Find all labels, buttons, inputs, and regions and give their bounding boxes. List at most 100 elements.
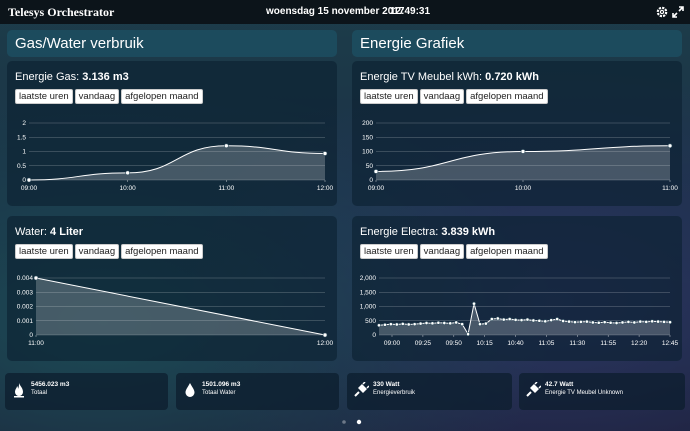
data-point[interactable] <box>668 320 672 325</box>
data-point[interactable] <box>579 319 583 324</box>
data-point[interactable] <box>472 301 476 306</box>
data-point[interactable] <box>561 319 566 323</box>
data-point[interactable] <box>567 319 571 324</box>
data-point[interactable] <box>400 321 405 326</box>
series-area <box>379 303 670 335</box>
gear-icon[interactable] <box>655 5 669 19</box>
data-point[interactable] <box>224 143 229 149</box>
range-button-recent[interactable]: laatste uren <box>360 89 418 104</box>
tile-value: 42.7 Watt <box>545 381 574 388</box>
data-point[interactable] <box>125 170 130 176</box>
water-chart: 0 0.001 0.002 0.003 0.004 11:00 12:00 <box>17 275 334 347</box>
x-tick-label: 12:45 <box>662 340 679 347</box>
y-tick-label: 50 <box>366 163 374 170</box>
data-point[interactable] <box>596 320 601 325</box>
data-point[interactable] <box>33 275 39 281</box>
tile-label: Energie TV Meubel Unknown <box>545 390 623 396</box>
data-point[interactable] <box>394 322 399 327</box>
range-button-recent[interactable]: laatste uren <box>15 244 73 259</box>
data-point[interactable] <box>418 321 423 326</box>
data-point[interactable] <box>373 169 379 174</box>
tile-tv-meubel[interactable]: 42.7 Watt Energie TV Meubel Unknown <box>519 373 685 410</box>
data-point[interactable] <box>537 318 542 323</box>
data-point[interactable] <box>436 320 441 325</box>
data-point[interactable] <box>377 323 381 328</box>
panel-water: Water: 4 Liter laatste uren vandaag afgelo… <box>7 216 337 361</box>
y-tick-label: 0 <box>22 177 26 184</box>
data-point[interactable] <box>388 322 393 327</box>
data-point[interactable] <box>667 143 673 149</box>
data-point[interactable] <box>620 320 625 325</box>
data-point[interactable] <box>322 151 328 156</box>
range-button-recent[interactable]: laatste uren <box>15 89 73 104</box>
data-point[interactable] <box>584 319 589 324</box>
gas-chart: 0 0.5 1 1.5 2 09:00 10:00 11:00 12:00 <box>17 120 334 192</box>
electra-chart: 0 500 1,000 1,500 2,000 09:00 09:25 09:50 10:15 1… <box>360 275 679 347</box>
data-point[interactable] <box>656 319 661 324</box>
data-point[interactable] <box>412 322 417 327</box>
data-point[interactable] <box>406 322 411 327</box>
x-tick-label: 11:30 <box>569 340 585 347</box>
electra-range-buttons: laatste uren vandaag afgelopen maand <box>360 244 550 259</box>
data-point[interactable] <box>531 318 536 323</box>
data-point[interactable] <box>442 321 447 325</box>
data-point[interactable] <box>507 317 512 321</box>
range-button-today[interactable]: vandaag <box>74 244 120 259</box>
page-indicator <box>342 419 362 425</box>
data-point[interactable] <box>650 319 655 324</box>
data-point[interactable] <box>520 149 526 154</box>
data-point[interactable] <box>495 316 500 321</box>
data-point[interactable] <box>501 317 506 322</box>
page-dot[interactable] <box>342 420 346 424</box>
section-gas-water: Gas/Water verbruik <box>7 30 337 57</box>
data-point[interactable] <box>478 322 482 327</box>
data-point[interactable] <box>454 320 459 325</box>
tile-gas-total[interactable]: 5456.023 m3 Totaal <box>5 373 168 410</box>
tile-label: Totaal <box>31 390 48 396</box>
data-point[interactable] <box>608 320 613 325</box>
range-button-month[interactable]: afgelopen maand <box>466 244 548 259</box>
data-point[interactable] <box>525 317 530 322</box>
data-point[interactable] <box>632 320 637 325</box>
data-point[interactable] <box>662 319 666 324</box>
x-tick-label: 11:00 <box>28 340 44 347</box>
data-point[interactable] <box>448 321 453 326</box>
data-point[interactable] <box>519 318 524 323</box>
data-point[interactable] <box>626 319 631 324</box>
data-point[interactable] <box>573 320 577 325</box>
data-point[interactable] <box>590 320 595 325</box>
data-point[interactable] <box>466 332 470 337</box>
range-button-month[interactable]: afgelopen maand <box>121 244 203 259</box>
data-point[interactable] <box>543 319 548 324</box>
data-point[interactable] <box>614 321 619 325</box>
tile-value: 1501.096 m3 <box>202 381 241 388</box>
fullscreen-icon[interactable] <box>671 5 685 19</box>
tile-energy-usage[interactable]: 330 Watt Energieverbruik <box>347 373 512 410</box>
x-tick-label: 10:15 <box>477 340 494 347</box>
x-tick-label: 11:00 <box>662 185 678 192</box>
data-point[interactable] <box>549 318 554 323</box>
data-point[interactable] <box>383 322 387 327</box>
page-dot-active[interactable] <box>356 419 362 425</box>
data-point[interactable] <box>489 317 494 321</box>
data-point[interactable] <box>483 321 488 326</box>
data-point[interactable] <box>638 319 643 324</box>
water-drop-icon <box>185 383 195 397</box>
range-button-today[interactable]: vandaag <box>419 244 465 259</box>
data-point[interactable] <box>460 322 465 327</box>
range-button-month[interactable]: afgelopen maand <box>466 89 548 104</box>
y-tick-label: 0.001 <box>17 318 34 325</box>
data-point[interactable] <box>513 317 518 322</box>
section-energie-grafiek: Energie Grafiek <box>352 30 682 57</box>
data-point[interactable] <box>430 321 435 326</box>
tile-water-total[interactable]: 1501.096 m3 Totaal Water <box>176 373 339 410</box>
range-button-today[interactable]: vandaag <box>74 89 120 104</box>
range-button-month[interactable]: afgelopen maand <box>121 89 203 104</box>
range-button-today[interactable]: vandaag <box>419 89 465 104</box>
data-point[interactable] <box>555 317 560 321</box>
water-value: 4 Liter <box>50 226 84 238</box>
range-button-recent[interactable]: laatste uren <box>360 244 418 259</box>
data-point[interactable] <box>644 319 649 324</box>
data-point[interactable] <box>424 321 429 325</box>
data-point[interactable] <box>602 320 607 325</box>
